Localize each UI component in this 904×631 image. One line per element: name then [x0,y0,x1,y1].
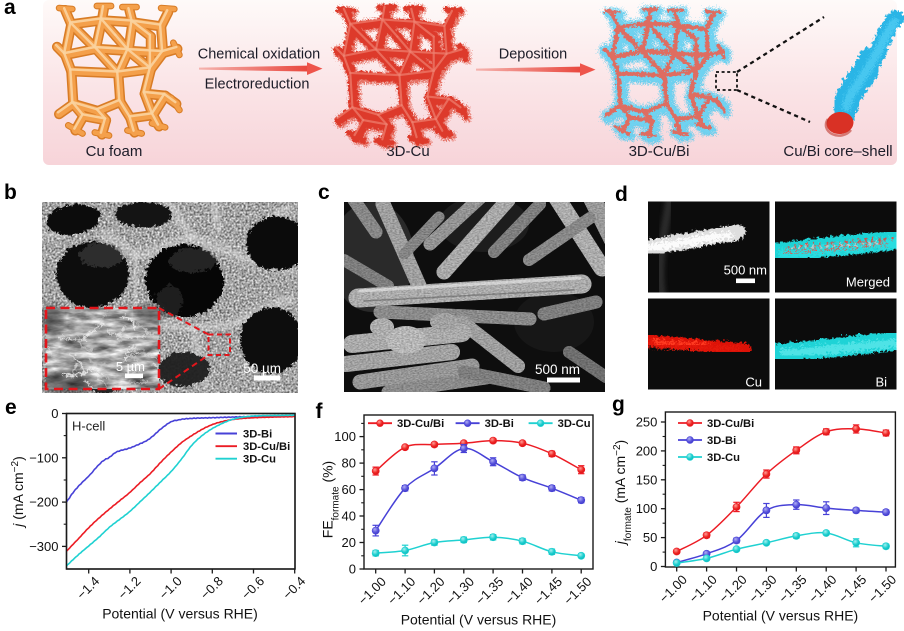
svg-text:−0.6: −0.6 [238,573,267,602]
svg-text:FEformate (%): FEformate (%) [320,461,341,538]
svg-text:3D-Bi: 3D-Bi [485,418,514,430]
svg-text:−1.00: −1.00 [355,574,389,608]
svg-text:3D-Cu/Bi: 3D-Cu/Bi [243,441,290,453]
svg-text:−0.8: −0.8 [197,573,226,602]
svg-text:80: 80 [342,456,356,471]
svg-text:−1.10: −1.10 [686,572,720,606]
svg-text:Cu/Bi core–shell: Cu/Bi core–shell [783,143,892,160]
svg-text:Potential (V versus RHE): Potential (V versus RHE) [703,608,859,624]
svg-text:Electroreduction: Electroreduction [205,77,310,93]
svg-text:Potential (V versus RHE): Potential (V versus RHE) [102,606,258,622]
svg-text:j (mA cm−2): j (mA cm−2) [10,456,27,529]
svg-text:Merged: Merged [846,275,890,290]
svg-text:Bi: Bi [875,375,887,390]
svg-text:3D-Cu: 3D-Cu [707,452,740,464]
svg-text:−300: −300 [29,539,58,554]
svg-text:−1.0: −1.0 [156,573,185,602]
svg-text:Cu foam: Cu foam [86,143,143,160]
svg-text:60: 60 [342,482,356,497]
svg-text:0: 0 [349,562,356,577]
svg-text:500 nm: 500 nm [724,263,767,278]
svg-text:3D-Cu: 3D-Cu [558,418,591,430]
svg-text:−1.4: −1.4 [74,573,103,602]
svg-text:150: 150 [636,472,658,487]
svg-text:−1.45: −1.45 [835,572,869,606]
svg-text:20: 20 [342,535,356,550]
svg-text:−1.20: −1.20 [414,574,448,608]
svg-text:50: 50 [643,530,657,545]
svg-text:250: 250 [636,415,658,430]
svg-text:Chemical oxidation: Chemical oxidation [198,47,321,63]
svg-text:3D-Cu/Bi: 3D-Cu/Bi [707,418,754,430]
svg-text:Potential (V versus RHE): Potential (V versus RHE) [401,612,557,628]
svg-text:−1.30: −1.30 [443,574,477,608]
svg-text:−1.50: −1.50 [561,574,595,608]
svg-text:Deposition: Deposition [499,47,568,63]
svg-text:−1.10: −1.10 [384,574,418,608]
svg-text:−200: −200 [29,495,58,510]
svg-text:−0.4: −0.4 [280,573,309,602]
svg-text:3D-Cu/Bi: 3D-Cu/Bi [397,418,444,430]
svg-text:3D-Cu: 3D-Cu [243,454,276,466]
svg-text:5 µm: 5 µm [116,359,145,374]
svg-text:Cu: Cu [745,375,762,390]
svg-text:−1.20: −1.20 [716,572,750,606]
svg-text:100: 100 [334,429,356,444]
svg-text:−1.35: −1.35 [472,574,506,608]
svg-text:−1.2: −1.2 [115,573,144,602]
svg-text:−1.40: −1.40 [806,572,840,606]
svg-text:100: 100 [636,501,658,516]
svg-text:0: 0 [650,559,657,574]
svg-text:−1.35: −1.35 [776,572,810,606]
svg-text:40: 40 [342,509,356,524]
svg-text:50 µm: 50 µm [243,361,281,376]
svg-text:3D-Bi: 3D-Bi [707,435,736,447]
svg-text:−1.30: −1.30 [746,572,780,606]
svg-text:−100: −100 [29,450,58,465]
svg-text:3D-Bi: 3D-Bi [243,428,272,440]
svg-text:200: 200 [636,443,658,458]
svg-text:H-cell: H-cell [72,419,105,434]
svg-text:−1.00: −1.00 [656,572,690,606]
svg-text:−1.50: −1.50 [865,572,899,606]
svg-text:500 nm: 500 nm [535,362,580,377]
svg-text:3D-Cu: 3D-Cu [386,143,429,160]
svg-text:jformate (mA cm−2): jformate (mA cm−2) [612,440,634,546]
svg-text:−1.45: −1.45 [531,574,565,608]
svg-text:0: 0 [51,406,58,421]
svg-text:3D-Cu/Bi: 3D-Cu/Bi [629,143,690,160]
svg-text:−1.40: −1.40 [502,574,536,608]
